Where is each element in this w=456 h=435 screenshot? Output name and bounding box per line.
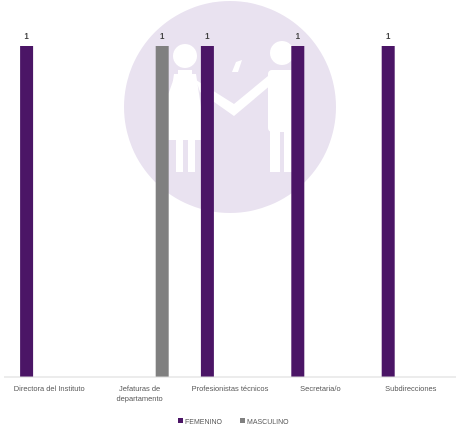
bar-femenino-4 — [381, 46, 395, 377]
legend-label-masculino: MASCULINO — [247, 419, 289, 426]
bar-masculino-1 — [155, 46, 169, 377]
data-label-3-0: 1 — [296, 32, 301, 41]
data-label-0-0: 1 — [24, 32, 29, 41]
data-label-1-1: 1 — [160, 32, 165, 41]
plot-area: 1 1 1 1 1 — [20, 32, 395, 377]
data-label-2-0: 1 — [205, 32, 210, 41]
legend-swatch-femenino — [178, 418, 183, 423]
data-label-4-0: 1 — [386, 32, 391, 41]
legend: FEMENINO MASCULINO — [178, 418, 289, 426]
bar-femenino-3 — [291, 46, 305, 377]
x-tick-label-2: Profesionistas técnicos — [192, 384, 269, 393]
x-tick-label-1-line-1: departamento — [116, 394, 162, 403]
x-tick-label-0: Directora del Instituto — [14, 384, 85, 393]
legend-swatch-masculino — [240, 418, 245, 423]
bar-femenino-2 — [200, 46, 214, 377]
bar-femenino-0 — [20, 46, 34, 377]
legend-label-femenino: FEMENINO — [185, 419, 223, 426]
x-axis-tick-labels: Directora del Instituto Jefaturas dedepar… — [14, 384, 437, 403]
x-tick-label-4: Subdirecciones — [385, 384, 437, 393]
x-tick-label-1-line-0: Jefaturas de — [119, 384, 160, 393]
x-tick-label-3: Secretaria/o — [300, 384, 340, 393]
